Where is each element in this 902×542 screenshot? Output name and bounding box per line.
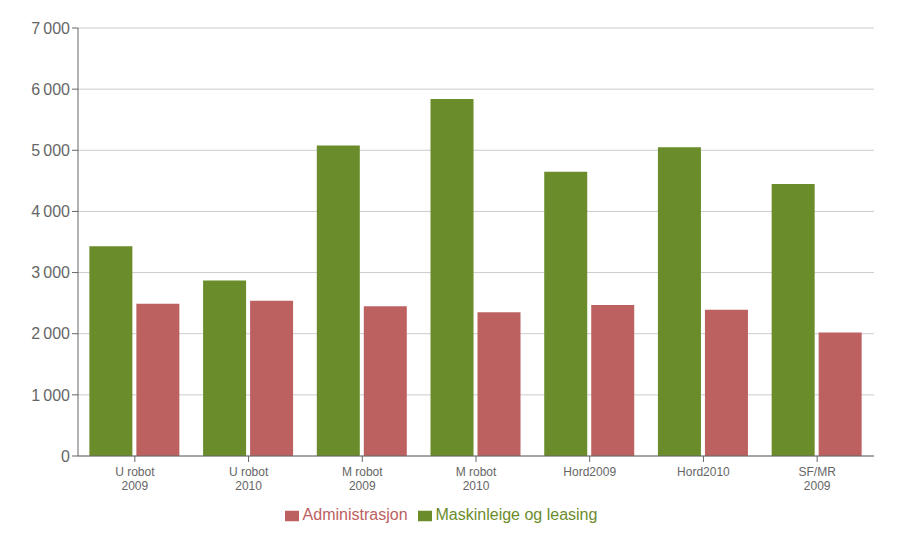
svg-text:U robot2009: U robot2009	[115, 465, 155, 493]
html-text:Administrasjon: Administrasjon	[302, 506, 408, 523]
svg-text:2 000: 2 000	[31, 325, 70, 342]
svg-text:M robot2009: M robot2009	[342, 465, 383, 493]
svg-text:3 000: 3 000	[31, 264, 70, 281]
svg-text:U robot2010: U robot2010	[229, 465, 269, 493]
svg-text:M robot2010: M robot2010	[456, 465, 497, 493]
svg-text:Hord2009: Hord2009	[563, 465, 616, 479]
svg-text:Hord2010: Hord2010	[677, 465, 730, 479]
svg-text:7 000: 7 000	[31, 20, 70, 37]
svg-text:0: 0	[61, 448, 70, 465]
svg-text:SF/MR2009: SF/MR2009	[798, 465, 836, 493]
svg-text:5 000: 5 000	[31, 142, 70, 159]
svg-text:6 000: 6 000	[31, 81, 70, 98]
html-text:Maskinleige og leasing: Maskinleige og leasing	[435, 506, 598, 523]
svg-text:4 000: 4 000	[31, 203, 70, 220]
svg-text:1 000: 1 000	[31, 387, 70, 404]
